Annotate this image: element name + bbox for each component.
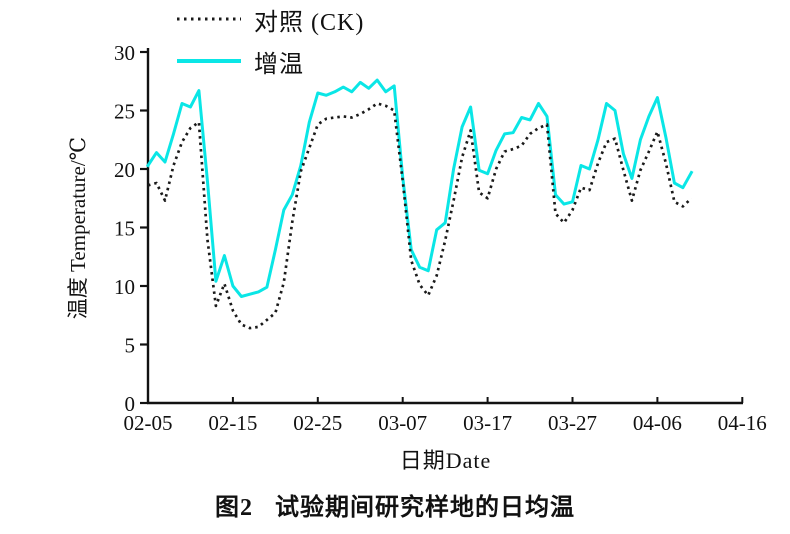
figure-caption-text: 试验期间研究样地的日均温 [275, 495, 575, 521]
x-tick-label: 03-17 [463, 411, 512, 435]
y-axis-title: 温度 Temperature/℃ [66, 136, 90, 320]
y-tick-label: 30 [114, 41, 135, 65]
y-tick-label: 5 [125, 334, 136, 358]
x-tick-label: 02-15 [208, 411, 257, 435]
warming-line [145, 78, 694, 298]
control-dotted-line-sample [177, 17, 241, 21]
legend: 对照 (CK) 增温 [176, 4, 364, 88]
x-tick-label: 02-25 [293, 411, 342, 435]
y-tick-label: 15 [114, 217, 135, 241]
x-tick-label: 03-27 [548, 411, 597, 435]
y-tick-label: 10 [114, 275, 135, 299]
control-line [147, 102, 693, 330]
y-tick-label: 0 [125, 392, 136, 416]
x-tick-label: 03-07 [378, 411, 427, 435]
warming-solid-line-sample [177, 59, 241, 63]
y-tick-label: 25 [114, 100, 135, 124]
legend-label-control: 对照 (CK) [254, 9, 365, 36]
x-tick-label: 02-05 [124, 411, 173, 435]
legend-item-control: 对照 (CK) [176, 4, 365, 36]
x-tick-label: 04-16 [718, 411, 767, 435]
legend-item-warming: 增温 [176, 46, 364, 78]
figure-caption-number: 图2 [215, 495, 253, 521]
y-tick-label: 20 [114, 158, 135, 182]
x-tick-label: 04-06 [633, 411, 682, 435]
figure-caption: 图2 试验期间研究样地的日均温 [0, 487, 790, 522]
x-axis-title: 日期Date [399, 448, 492, 473]
legend-label-warming: 增温 [254, 51, 304, 78]
